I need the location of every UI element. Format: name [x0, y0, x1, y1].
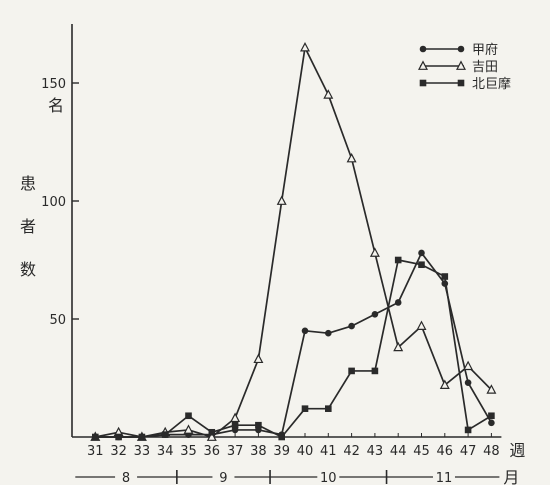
data-point: [278, 433, 285, 441]
data-point: [161, 431, 169, 438]
data-point: [418, 249, 425, 257]
x-unit-label: 週: [509, 441, 525, 460]
legend-item: 甲府: [419, 43, 498, 58]
x-tick-label: 41: [320, 444, 337, 459]
y-tick-label: 150: [41, 77, 66, 92]
month-label: 9: [219, 471, 227, 485]
x-tick-label: 48: [483, 444, 500, 459]
data-point: [463, 360, 474, 371]
series-layer: [90, 42, 497, 441]
data-point: [253, 353, 264, 364]
legend-marker: [418, 60, 428, 70]
data-point: [369, 247, 380, 257]
data-point: [348, 367, 355, 375]
data-point: [325, 405, 332, 412]
y-tick-label: 100: [41, 195, 66, 210]
month-label: 8: [122, 471, 130, 485]
data-point: [371, 367, 379, 375]
data-point: [488, 412, 495, 420]
legend-marker: [419, 45, 427, 53]
data-point: [206, 431, 217, 441]
series-square: [92, 256, 495, 441]
series-circle: [92, 249, 495, 441]
x-tick-label: 33: [134, 444, 151, 459]
x-tick-label: 31: [87, 444, 104, 459]
data-point: [276, 195, 287, 205]
x-tick-label: 38: [250, 444, 267, 459]
legend-marker: [456, 60, 466, 70]
legend-label: 北巨摩: [472, 76, 511, 92]
data-point: [394, 256, 402, 264]
legend-label: 甲府: [472, 43, 498, 58]
data-point: [300, 42, 310, 52]
legend-marker: [457, 45, 465, 53]
data-point: [301, 327, 309, 335]
month-label-bg: [115, 468, 138, 485]
data-point: [230, 412, 241, 423]
x-tick-label: 46: [437, 444, 454, 459]
x-tick-label: 34: [157, 444, 174, 459]
data-point: [115, 433, 122, 441]
month-label: 11: [436, 471, 453, 485]
data-point: [348, 322, 355, 330]
data-point: [138, 433, 146, 441]
data-point: [231, 421, 239, 429]
legend-item: 吉田: [418, 60, 498, 75]
data-point: [325, 329, 332, 337]
month-label-bg: [432, 468, 455, 485]
x-tick-label: 39: [273, 444, 290, 459]
y-axis-label-char: 数: [20, 260, 36, 279]
x-tick-label: 45: [413, 444, 430, 459]
data-point: [371, 310, 379, 318]
data-point: [464, 426, 472, 434]
x-tick-label: 47: [460, 444, 477, 459]
data-point: [185, 412, 192, 420]
x-tick-label: 42: [343, 444, 360, 459]
data-point: [439, 379, 450, 389]
series-line: [95, 259, 492, 438]
data-point: [486, 384, 497, 394]
legend-marker: [419, 79, 427, 87]
y-axis-label-char: 者: [20, 217, 36, 236]
month-label-bg: [212, 468, 235, 485]
month-unit-label: 月: [503, 468, 519, 485]
data-point: [418, 261, 425, 269]
y-tick-label: 50: [49, 313, 66, 328]
data-point: [323, 89, 334, 99]
legend-marker: [457, 79, 465, 87]
data-point: [255, 421, 262, 429]
x-tick-label: 40: [297, 444, 314, 459]
data-point: [416, 320, 427, 330]
legend-label: 吉田: [472, 60, 498, 75]
month-label-bg: [317, 468, 340, 485]
x-tick-label: 32: [110, 444, 127, 459]
x-tick-label: 36: [204, 444, 221, 459]
data-point: [393, 341, 404, 352]
month-label: 10: [320, 471, 337, 485]
y-axis-label-char: 患: [20, 174, 36, 193]
data-point: [488, 419, 495, 427]
x-tick-label: 43: [367, 444, 384, 459]
y-unit-label: 名: [48, 96, 64, 115]
data-point: [394, 299, 402, 306]
series-line: [95, 252, 493, 438]
month-unit-bg: [499, 468, 524, 485]
x-tick-label: 35: [180, 444, 197, 459]
x-tick-label: 37: [227, 444, 244, 459]
series-line: [95, 46, 493, 438]
data-point: [208, 428, 216, 436]
data-point: [441, 273, 449, 280]
x-tick-label: 44: [390, 444, 407, 459]
data-point: [301, 405, 309, 412]
data-point: [346, 152, 357, 163]
data-point: [92, 433, 99, 441]
data-point: [183, 424, 194, 434]
legend-item: 北巨摩: [419, 76, 511, 92]
data-point: [464, 379, 472, 387]
